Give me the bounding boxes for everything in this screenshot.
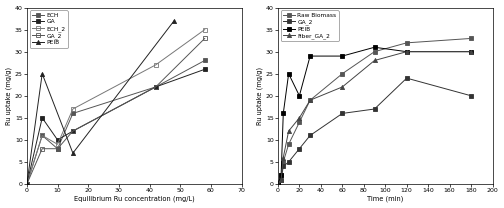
Fiber_GA_2 (307, 99, 313, 102)
Fiber_GA_2 (280, 156, 286, 159)
Line: PEIB: PEIB (276, 45, 473, 186)
ECH (202, 59, 208, 62)
ECH (39, 134, 45, 137)
Raw Biomass (339, 72, 345, 75)
X-axis label: Equilibrium Ru concentration (mg/L): Equilibrium Ru concentration (mg/L) (74, 196, 195, 202)
GA_2 (286, 161, 292, 163)
PEIB (404, 50, 410, 53)
PEIB (280, 112, 286, 115)
Raw Biomass (296, 121, 302, 124)
Y-axis label: Ru uptake (mg/g): Ru uptake (mg/g) (257, 67, 263, 125)
PEIB (339, 55, 345, 57)
GA (153, 86, 159, 88)
ECH_2 (153, 64, 159, 66)
ECH (153, 86, 159, 88)
PEIB (275, 183, 281, 185)
X-axis label: Time (min): Time (min) (367, 196, 403, 202)
Line: Raw Biomass: Raw Biomass (276, 36, 473, 186)
Raw Biomass (404, 42, 410, 44)
PEIB (307, 55, 313, 57)
Line: PEIB: PEIB (25, 19, 176, 186)
ECH (24, 183, 30, 185)
GA_2 (24, 183, 30, 185)
Raw Biomass (371, 50, 377, 53)
GA_2 (468, 94, 474, 97)
Fiber_GA_2 (404, 50, 410, 53)
GA_2 (339, 112, 345, 115)
Fiber_GA_2 (275, 183, 281, 185)
Fiber_GA_2 (278, 178, 284, 181)
Legend: Raw Biomass, GA_2, PEIB, Fiber_GA_2: Raw Biomass, GA_2, PEIB, Fiber_GA_2 (281, 10, 339, 41)
GA_2 (275, 183, 281, 185)
ECH_2 (70, 108, 76, 110)
PEIB (278, 174, 284, 176)
Fiber_GA_2 (468, 50, 474, 53)
Raw Biomass (278, 174, 284, 176)
ECH_2 (24, 183, 30, 185)
Legend: ECH, GA, ECH_2, GA_2, PEIB: ECH, GA, ECH_2, GA_2, PEIB (30, 10, 68, 48)
GA_2 (307, 134, 313, 137)
GA_2 (404, 77, 410, 79)
ECH_2 (39, 134, 45, 137)
PEIB (296, 94, 302, 97)
ECH_2 (202, 28, 208, 31)
Line: Fiber_GA_2: Fiber_GA_2 (276, 50, 473, 186)
PEIB (24, 183, 30, 185)
GA (70, 130, 76, 132)
Raw Biomass (307, 99, 313, 102)
Line: ECH: ECH (25, 58, 207, 186)
Line: GA: GA (25, 67, 207, 186)
GA_2 (70, 130, 76, 132)
GA_2 (39, 147, 45, 150)
Raw Biomass (280, 161, 286, 163)
Fiber_GA_2 (339, 86, 345, 88)
GA_2 (202, 37, 208, 40)
GA_2 (278, 178, 284, 181)
Line: GA_2: GA_2 (276, 76, 473, 186)
ECH (70, 112, 76, 115)
GA (24, 183, 30, 185)
PEIB (39, 72, 45, 75)
Raw Biomass (468, 37, 474, 40)
PEIB (468, 50, 474, 53)
Fiber_GA_2 (371, 59, 377, 62)
PEIB (286, 72, 292, 75)
PEIB (171, 20, 177, 22)
Fiber_GA_2 (286, 130, 292, 132)
Line: GA_2: GA_2 (25, 36, 207, 186)
Raw Biomass (286, 143, 292, 146)
PEIB (371, 46, 377, 48)
GA_2 (280, 165, 286, 168)
ECH (54, 147, 60, 150)
GA_2 (371, 108, 377, 110)
GA (39, 117, 45, 119)
PEIB (70, 152, 76, 154)
GA (202, 68, 208, 71)
ECH_2 (54, 143, 60, 146)
Line: ECH_2: ECH_2 (25, 27, 207, 186)
GA_2 (54, 147, 60, 150)
Y-axis label: Ru uptake (mg/g): Ru uptake (mg/g) (6, 67, 12, 125)
GA_2 (153, 86, 159, 88)
GA (54, 139, 60, 141)
GA_2 (296, 147, 302, 150)
Fiber_GA_2 (296, 117, 302, 119)
Raw Biomass (275, 183, 281, 185)
